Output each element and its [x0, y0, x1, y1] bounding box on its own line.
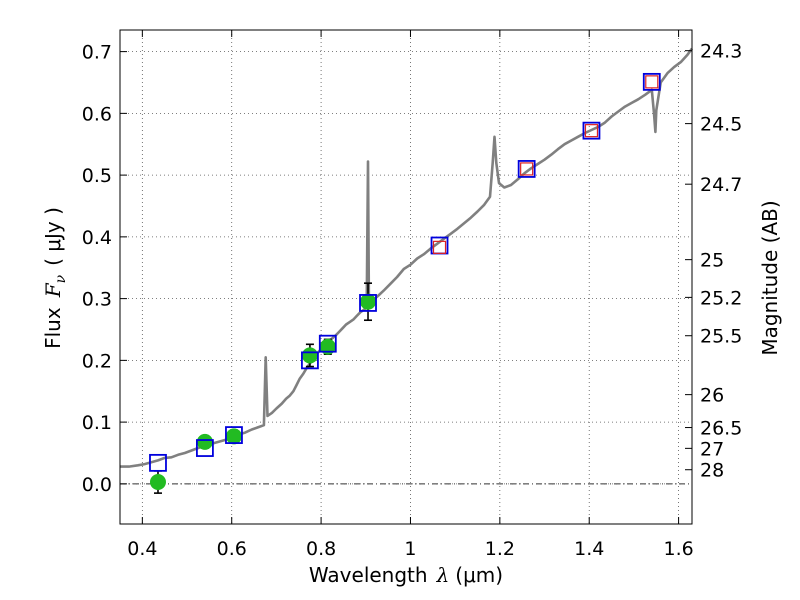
model-square: [225, 426, 243, 444]
model-square: [517, 160, 536, 178]
nir-squares: [432, 75, 659, 254]
y2-axis-title: Magnitude (AB): [758, 200, 782, 355]
y-tick-label: 0.4: [82, 227, 112, 249]
x-tick-labels: 0.4 0.6 0.8 1 1.2 1.4 1.6: [127, 538, 693, 560]
nir-square: [432, 240, 447, 254]
y2-tick-label: 25.2: [700, 287, 742, 309]
y-tick-label: 0.7: [82, 42, 112, 64]
y-axis-symbol-sub: ν: [53, 274, 69, 283]
y-axis-symbol: F: [41, 282, 65, 298]
y2-tick-label: 24.7: [700, 174, 742, 196]
model-square: [149, 453, 167, 472]
model-square: [301, 351, 319, 370]
model-square: [318, 334, 337, 353]
grid: [120, 30, 692, 524]
model-squares: [149, 72, 661, 472]
measured-points: [149, 293, 377, 491]
measured-point: [196, 433, 213, 450]
y2-tick-label: 25.5: [700, 326, 742, 348]
x-tick-label: 0.8: [306, 538, 336, 560]
y2-tick-label: 27: [700, 438, 724, 460]
x-tick-label: 1.4: [574, 538, 604, 560]
nir-square: [584, 124, 599, 138]
y-tick-label: 0.2: [82, 350, 112, 372]
nir-square: [520, 162, 534, 176]
model-square: [196, 439, 214, 457]
y-tick-label: 0.3: [82, 289, 112, 311]
x-axis-title-text: Wavelength: [309, 563, 428, 587]
y-axis-title-text: Flux: [41, 307, 65, 349]
y-tick-label: 0.1: [82, 412, 112, 434]
y-tick-label: 0.6: [82, 103, 112, 125]
ticks: [120, 30, 692, 524]
x-tick-label: 1.6: [663, 538, 693, 560]
model-square: [642, 72, 661, 91]
y-tick-label: 0.5: [82, 165, 112, 187]
x-tick-label: 1.2: [485, 538, 515, 560]
y2-tick-label: 25: [700, 250, 724, 272]
plot-frame: [119, 29, 693, 525]
measured-point: [360, 293, 377, 310]
y-axis-title: Flux Fν ( μJy ): [41, 207, 69, 349]
y2-tick-label: 26.5: [700, 418, 742, 440]
y2-tick-label: 26: [700, 385, 724, 407]
y2-tick-label: 24.5: [700, 114, 742, 136]
measured-point: [301, 347, 318, 364]
x-axis-symbol: λ: [436, 563, 450, 587]
measured-point: [319, 338, 336, 355]
y2-tick-label: 28: [700, 460, 724, 482]
nir-square: [645, 75, 659, 89]
y-tick-label: 0.0: [82, 474, 112, 496]
measured-point: [149, 474, 166, 491]
model-square: [359, 294, 377, 312]
x-tick-label: 1: [404, 538, 416, 560]
x-tick-label: 0.6: [217, 538, 247, 560]
model-square: [582, 121, 601, 140]
plot-area: [120, 30, 692, 524]
measured-point: [225, 428, 242, 445]
y-tick-labels: 0.0 0.1 0.2 0.3 0.4 0.5 0.6 0.7: [82, 42, 112, 496]
x-axis-unit: (μm): [455, 563, 503, 587]
y2-tick-label: 24.3: [700, 41, 742, 63]
x-axis-title: Wavelength λ (μm): [309, 563, 503, 587]
y-axis-unit: ( μJy ): [41, 207, 65, 266]
x-tick-label: 0.4: [127, 538, 157, 560]
